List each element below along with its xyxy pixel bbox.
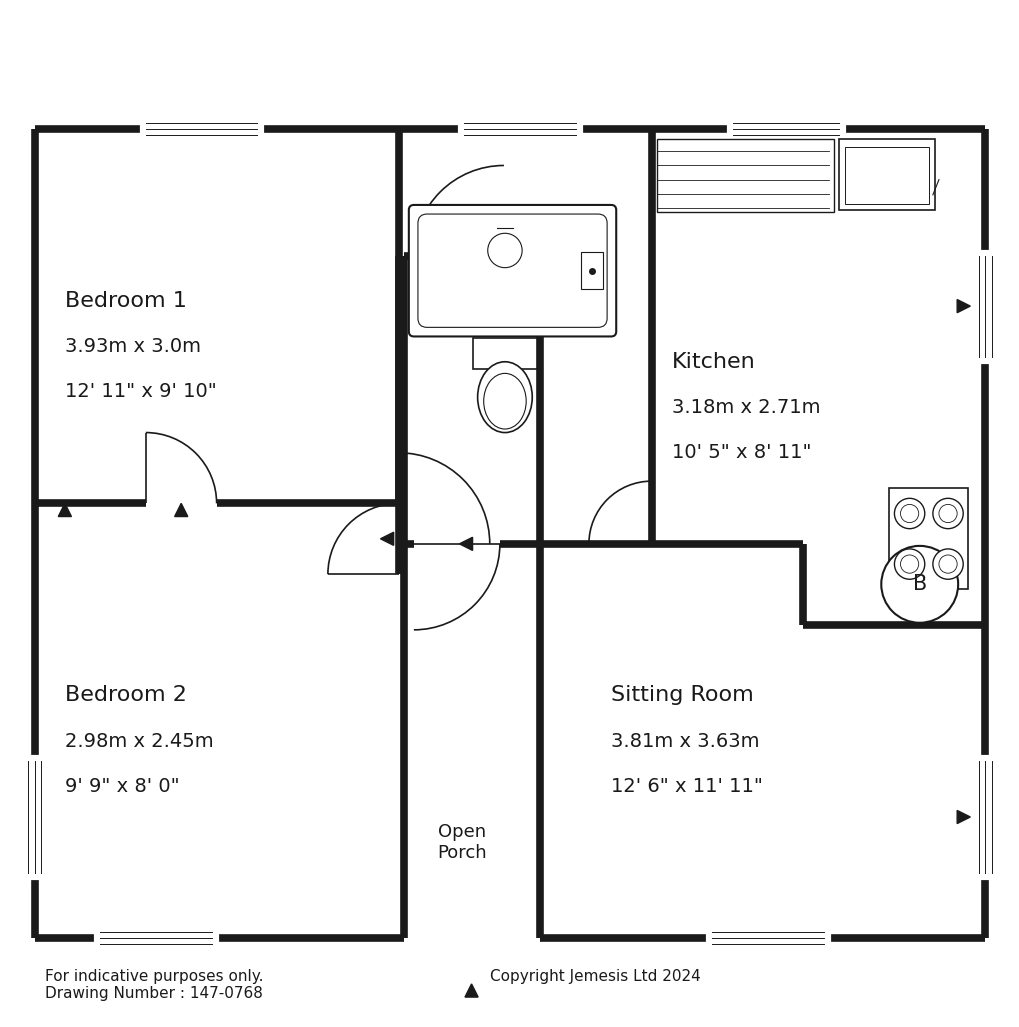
Ellipse shape (477, 362, 532, 432)
Polygon shape (465, 984, 478, 997)
Circle shape (894, 548, 924, 579)
Ellipse shape (483, 374, 526, 429)
Text: 10' 5" x 8' 11": 10' 5" x 8' 11" (672, 443, 810, 462)
Text: Open
Porch: Open Porch (437, 823, 487, 862)
Text: 12' 6" x 11' 11": 12' 6" x 11' 11" (610, 776, 762, 796)
Bar (580, 253, 602, 289)
Circle shape (894, 498, 924, 529)
Polygon shape (58, 503, 71, 517)
Circle shape (900, 504, 918, 523)
Text: 9' 9" x 8' 0": 9' 9" x 8' 0" (65, 776, 179, 796)
Polygon shape (956, 810, 969, 824)
Circle shape (487, 233, 522, 268)
Circle shape (932, 548, 962, 579)
FancyBboxPatch shape (409, 205, 615, 337)
Text: 3.18m x 2.71m: 3.18m x 2.71m (672, 398, 819, 417)
Circle shape (938, 555, 956, 573)
Bar (838, 140, 934, 210)
Bar (656, 140, 833, 212)
Circle shape (900, 555, 918, 573)
Text: 3.81m x 3.63m: 3.81m x 3.63m (610, 732, 759, 751)
Circle shape (880, 546, 957, 622)
Bar (889, 488, 967, 589)
Polygon shape (174, 503, 187, 517)
Text: 12' 11" x 9' 10": 12' 11" x 9' 10" (65, 382, 216, 401)
Polygon shape (380, 532, 393, 545)
Text: Bedroom 1: Bedroom 1 (65, 291, 186, 311)
Polygon shape (459, 537, 472, 550)
Text: Sitting Room: Sitting Room (610, 685, 753, 706)
Text: B: B (912, 574, 926, 595)
Circle shape (938, 504, 956, 523)
Text: Kitchen: Kitchen (672, 351, 755, 372)
Text: 2.98m x 2.45m: 2.98m x 2.45m (65, 732, 213, 751)
Text: Bedroom 2: Bedroom 2 (65, 685, 186, 706)
Bar (472, 339, 537, 369)
Circle shape (932, 498, 962, 529)
FancyBboxPatch shape (418, 214, 606, 328)
Text: Copyright Jemesis Ltd 2024: Copyright Jemesis Ltd 2024 (489, 968, 700, 984)
Text: 3.93m x 3.0m: 3.93m x 3.0m (65, 338, 201, 356)
Circle shape (476, 222, 533, 278)
Bar (844, 147, 928, 204)
Polygon shape (956, 300, 969, 312)
Text: For indicative purposes only.
Drawing Number : 147-0768: For indicative purposes only. Drawing Nu… (45, 968, 263, 1001)
